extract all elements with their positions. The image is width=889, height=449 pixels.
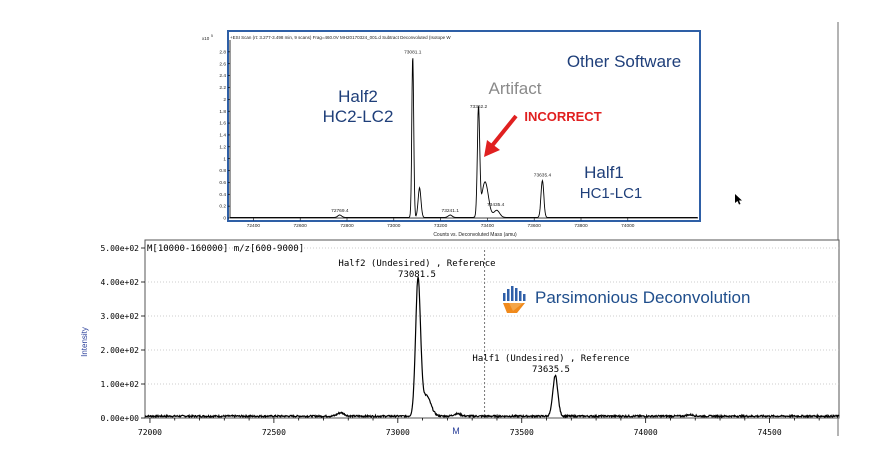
main-x-tick-label: 72500	[262, 428, 286, 437]
inset-peak-label: 73241.1	[442, 208, 460, 214]
inset-y-tick-label: 2.2	[219, 85, 226, 91]
main-x-tick-label: 74000	[634, 428, 658, 437]
inset-x-axis-title: Counts vs. Deconvoluted Mass (amu)	[433, 232, 517, 238]
inset-y-multiplier: x10	[202, 36, 210, 41]
inset-peak-labels: 72769.4 73081.1 73241.1 73362.2 73435.4 73635…	[331, 50, 551, 214]
main-y-axis-title: Intensity	[80, 327, 89, 357]
inset-x-tick-label: 73600	[528, 223, 542, 229]
main-x-axis-title: M	[452, 426, 460, 436]
inset-y-ticks: 0 0.2 0.4 0.6 0.8 1 1.2 1.4 1.6 1.8 2 2.2 2.4 2.6 2.8	[219, 49, 230, 222]
inset-y-multiplier-exp: 5	[211, 34, 213, 38]
inset-y-tick-label: 0.2	[219, 204, 226, 210]
inset-y-tick-label: 1.2	[219, 144, 226, 150]
inset-spectrum-line	[230, 58, 698, 218]
mouse-cursor-icon	[735, 194, 742, 205]
main-y-tick-label: 3.00e+02	[100, 312, 139, 321]
inset-spectrum-plot: +ESI Scan (rt: 3.277-3.498 min, 9 scans)…	[202, 30, 701, 238]
inset-peak-label: 72769.4	[331, 208, 349, 214]
brand-label: Parsimonious Deconvolution	[535, 288, 750, 307]
main-x-tick-label: 73500	[510, 428, 534, 437]
inset-x-tick-label: 72400	[247, 223, 261, 229]
inset-x-tick-label: 73000	[387, 223, 401, 229]
main-y-tick-label: 5.00e+02	[100, 244, 139, 253]
inset-peak-label: 73362.2	[470, 104, 488, 110]
main-spectrum-plot: 0.00e+00 1.00e+02 2.00e+02 3.00e+02 4.00e+02…	[80, 239, 840, 437]
inset-y-tick-label: 2.6	[219, 61, 226, 67]
half2-label: Half2	[338, 87, 378, 106]
inset-y-tick-label: 2	[223, 97, 226, 103]
main-x-ticks: 72000 72500 73000 73500 74000 74500	[138, 418, 820, 437]
main-x-tick-label: 74500	[758, 428, 782, 437]
inset-x-tick-label: 74000	[621, 223, 635, 229]
inset-peak-label: 73435.4	[487, 202, 505, 208]
inset-y-tick-label: 1.8	[219, 109, 226, 115]
inset-peak-label: 73081.1	[404, 50, 422, 56]
main-y-tick-label: 4.00e+02	[100, 278, 139, 287]
method-label: M[10000-160000] m/z[600-9000]	[147, 244, 304, 254]
inset-y-tick-label: 0.6	[219, 180, 226, 186]
half1-chain-label: HC1-LC1	[580, 185, 643, 202]
main-y-tick-label: 1.00e+02	[100, 380, 139, 389]
half1-label: Half1	[584, 163, 624, 182]
inset-y-tick-label: 1	[223, 156, 226, 162]
inset-y-tick-label: 2.8	[219, 49, 226, 55]
half2-annotation: Half2 (Undesired) , Reference	[338, 259, 495, 269]
inset-y-tick-label: 1.4	[219, 133, 226, 139]
main-y-ticks: 0.00e+00 1.00e+02 2.00e+02 3.00e+02 4.00e+02…	[100, 244, 145, 423]
inset-y-tick-label: 0.4	[219, 192, 226, 198]
main-x-tick-label: 73000	[386, 428, 410, 437]
half2-mass-label: 73081.5	[398, 270, 436, 280]
inset-y-tick-label: 1.6	[219, 121, 226, 127]
incorrect-arrow-icon	[484, 114, 518, 157]
main-y-tick-label: 0.00e+00	[100, 414, 139, 423]
inset-frame	[227, 30, 701, 222]
inset-x-tick-label: 73800	[574, 223, 588, 229]
artifact-label: Artifact	[489, 79, 542, 98]
inset-x-tick-label: 72800	[340, 223, 354, 229]
inset-x-ticks: 72400 72600 72800 73000 73200 73400 73600 73800…	[247, 218, 635, 229]
other-software-label: Other Software	[567, 52, 681, 71]
inset-peak-label: 73635.4	[534, 172, 552, 178]
inset-x-tick-label: 72600	[294, 223, 308, 229]
inset-y-tick-label: 0	[223, 216, 226, 222]
inset-header: +ESI Scan (rt: 3.277-3.498 min, 9 scans)…	[230, 35, 451, 40]
main-spectrum-line	[144, 276, 840, 420]
half1-annotation: Half1 (Undesired) , Reference	[472, 354, 629, 364]
main-x-tick-label: 72000	[138, 428, 162, 437]
inset-y-tick-label: 2.4	[219, 73, 226, 79]
main-y-tick-label: 2.00e+02	[100, 346, 139, 355]
half2-chain-label: HC2-LC2	[323, 107, 394, 126]
parsimonious-logo-icon	[503, 286, 526, 313]
inset-y-tick-label: 0.8	[219, 168, 226, 174]
inset-x-tick-label: 73200	[434, 223, 448, 229]
main-plot-frame	[144, 239, 840, 419]
half1-mass-label: 73635.5	[532, 365, 570, 375]
incorrect-label: INCORRECT	[524, 109, 601, 124]
inset-x-tick-label: 73400	[481, 223, 495, 229]
